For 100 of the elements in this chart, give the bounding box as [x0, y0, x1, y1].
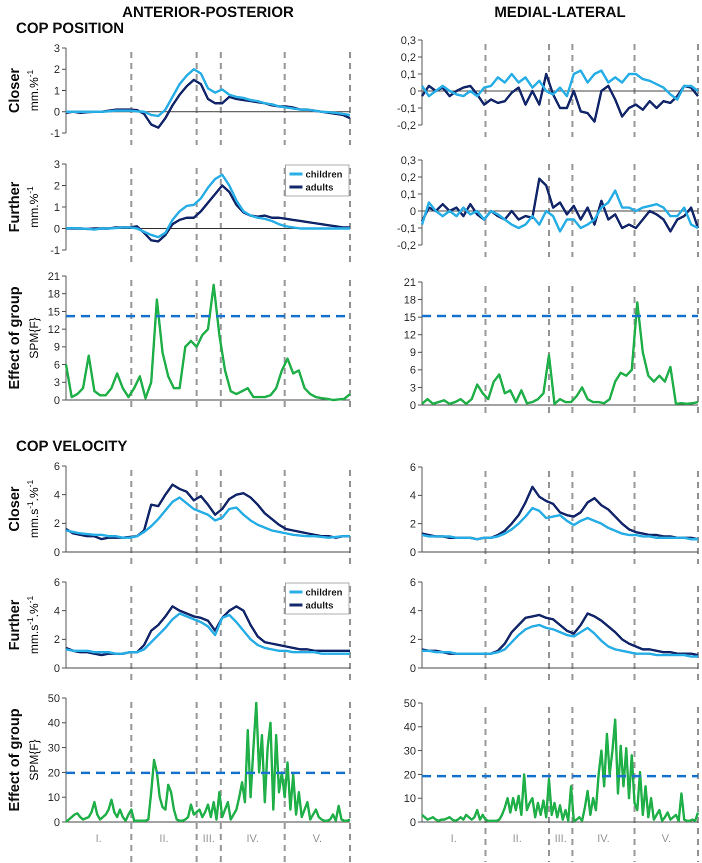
- y-axis-title: Effect of group SPM{F}: [7, 708, 41, 812]
- text: II.: [159, 833, 169, 845]
- y-tick-label: -1: [50, 128, 60, 140]
- y-tick-label: 2: [54, 518, 60, 530]
- line-series: [420, 624, 700, 658]
- y-tick-label: 0,1: [400, 68, 416, 81]
- y-tick-label: 0: [54, 546, 60, 559]
- y-tick-label: 1: [54, 85, 60, 98]
- y-tick-label: 2: [410, 634, 416, 646]
- y-tick-label: 0: [410, 400, 416, 412]
- y-tick-label: 12: [48, 324, 60, 336]
- y-tick-label: 0,2: [400, 52, 416, 64]
- y-tick-label: 15: [404, 312, 416, 324]
- chart-title: MEDIAL-LATERAL: [494, 4, 626, 21]
- chart-subtitle: COP POSITION: [16, 20, 124, 37]
- y-tick-label: 10: [48, 792, 60, 804]
- y-tick-label: 0,3: [400, 34, 416, 47]
- line-series: [64, 284, 352, 402]
- text: IV.: [597, 833, 610, 845]
- y-tick-label: 6: [54, 460, 60, 473]
- y-tick-label: 20: [404, 769, 416, 782]
- y-tick-label: 0,3: [400, 154, 416, 167]
- text: IV.: [246, 833, 259, 845]
- y-tick-label: 3: [54, 377, 60, 390]
- y-tick-label: 6: [410, 364, 416, 377]
- text: II.: [512, 833, 522, 845]
- y-tick-label: 2: [54, 634, 60, 646]
- y-tick-label: 6: [54, 359, 60, 372]
- line-series: [420, 718, 700, 822]
- y-tick-label: 0: [54, 816, 60, 829]
- line-series: [64, 496, 352, 539]
- y-tick-label: -0,1: [397, 222, 416, 235]
- y-tick-label: 0: [410, 816, 416, 829]
- text: III.: [202, 833, 215, 845]
- line-series: [64, 78, 352, 129]
- y-tick-label: -1: [50, 244, 60, 257]
- y-tick-label: 6: [410, 576, 416, 589]
- y-tick-label: 40: [48, 718, 60, 730]
- y-tick-label: 3: [410, 382, 416, 394]
- y-tick-label: 30: [404, 745, 416, 758]
- y-tick-label: 3: [54, 158, 60, 171]
- y-tick-label: 6: [54, 576, 60, 589]
- y-tick-label: 0,2: [400, 172, 416, 184]
- y-tick-label: 40: [404, 722, 416, 734]
- y-tick-label: 0: [410, 546, 416, 559]
- y-tick-label: 50: [404, 698, 416, 710]
- y-tick-label: 0: [410, 662, 416, 675]
- line-series: [64, 702, 352, 824]
- y-tick-label: -0,2: [397, 120, 416, 132]
- text: V.: [312, 833, 322, 845]
- y-tick-label: 20: [48, 767, 60, 780]
- line-series: [420, 301, 700, 406]
- y-tick-label: 0: [54, 662, 60, 675]
- line-series: [420, 189, 700, 233]
- y-tick-label: 10: [404, 793, 416, 806]
- line-series: [420, 178, 700, 233]
- line-series: [64, 612, 352, 655]
- y-tick-label: 1: [54, 202, 60, 214]
- y-tick-label: 6: [410, 462, 416, 474]
- y-tick-label: 15: [48, 306, 60, 318]
- chart-subtitle: COP VELOCITY: [16, 438, 128, 455]
- y-tick-label: 0: [54, 223, 60, 236]
- y-tick-label: 30: [48, 742, 60, 754]
- line-series: [64, 68, 352, 118]
- chart-title: ANTERIOR-POSTERIOR: [122, 4, 294, 21]
- y-tick-label: 9: [410, 347, 416, 360]
- y-tick-label: 50: [48, 692, 60, 705]
- y-tick-label: 21: [404, 276, 416, 289]
- line-series: [420, 69, 700, 101]
- y-tick-label: 4: [54, 606, 60, 618]
- line-series: [420, 506, 700, 540]
- y-tick-label: 0: [410, 86, 416, 98]
- text: V.: [662, 833, 671, 845]
- y-tick-label: 9: [54, 342, 60, 354]
- y-tick-label: -0,1: [397, 102, 416, 115]
- y-tick-label: 4: [410, 490, 416, 502]
- y-tick-label: 4: [54, 490, 60, 502]
- y-tick-label: 18: [48, 288, 60, 301]
- y-tick-label: -0,2: [397, 240, 416, 252]
- y-tick-label: 2: [54, 64, 60, 76]
- y-tick-label: 12: [404, 330, 416, 342]
- y-tick-label: 2: [410, 518, 416, 531]
- y-tick-label: 18: [404, 294, 416, 306]
- text: III.: [554, 833, 567, 845]
- text: I.: [450, 833, 457, 845]
- line-series: [420, 72, 700, 123]
- legend-label: children: [305, 588, 343, 598]
- y-tick-label: 0,1: [400, 188, 416, 201]
- legend-label: children: [305, 170, 343, 180]
- line-series: [420, 612, 700, 656]
- legend-label: adults: [305, 182, 334, 194]
- y-tick-label: 0: [410, 206, 416, 218]
- legend-label: adults: [305, 600, 334, 612]
- y-tick-label: 2: [54, 180, 60, 192]
- y-tick-label: 3: [54, 42, 60, 55]
- y-tick-label: 0: [54, 106, 60, 119]
- text: I.: [96, 833, 102, 845]
- y-tick-label: 4: [410, 606, 416, 618]
- y-tick-label: 0: [54, 394, 60, 407]
- y-axis-title: Effect of group SPM{F}: [7, 286, 41, 390]
